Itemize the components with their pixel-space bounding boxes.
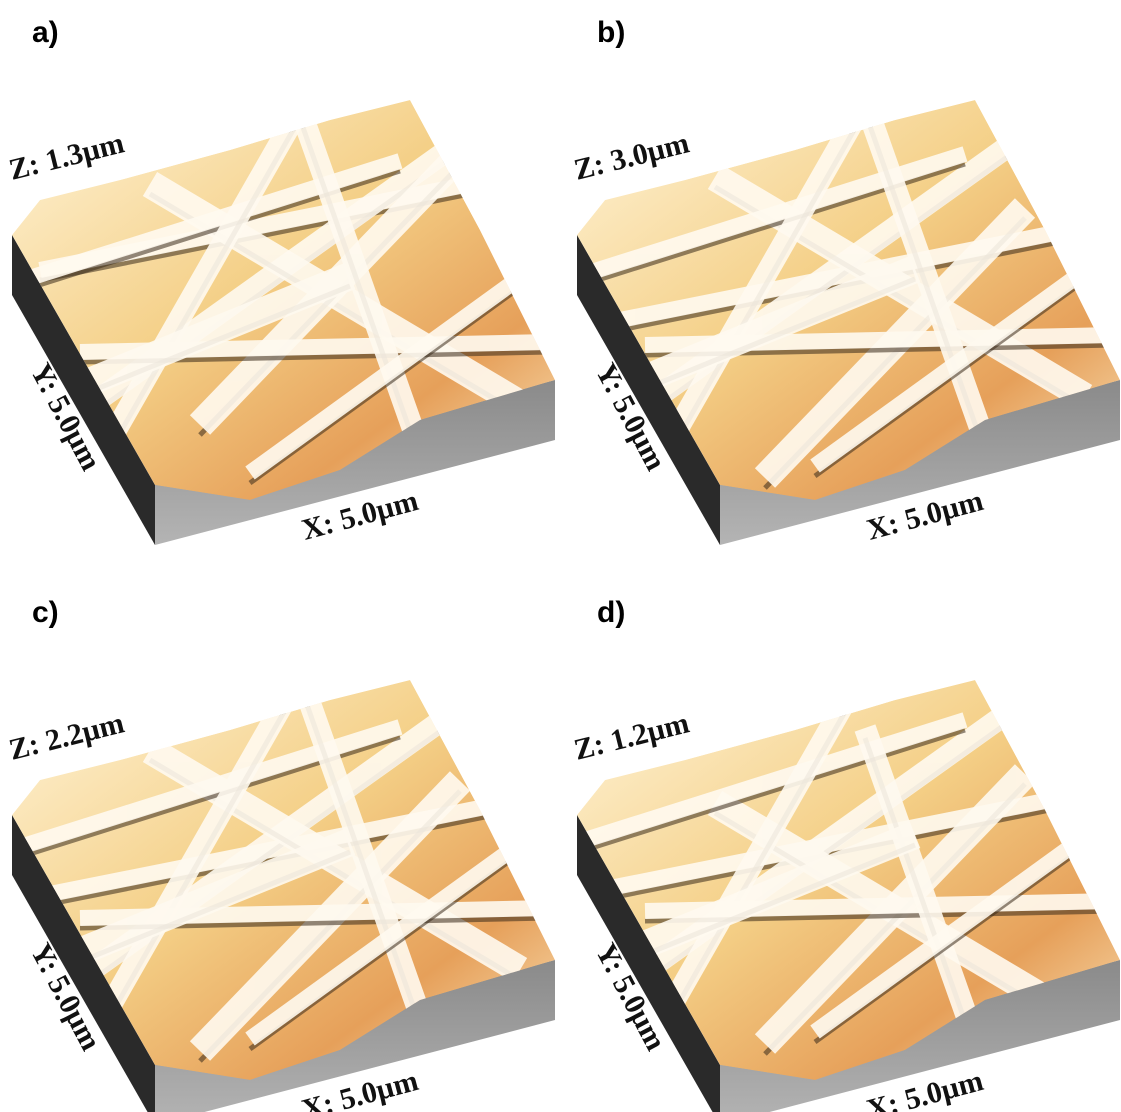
panel-label: c): [32, 596, 59, 629]
z-axis-label: Z: 1.3µm: [6, 126, 128, 186]
z-axis-label: Z: 2.2µm: [6, 706, 128, 766]
panel-label: d): [597, 596, 625, 629]
panel-label: a): [32, 16, 59, 49]
z-axis-label: Z: 3.0µm: [571, 126, 693, 186]
figure: a)Z: 1.3µmY: 5.0µmX: 5.0µmb)Z: 3.0µmY: 5…: [0, 0, 1121, 1112]
panel-label: b): [597, 16, 625, 49]
z-axis-label: Z: 1.2µm: [571, 706, 693, 766]
